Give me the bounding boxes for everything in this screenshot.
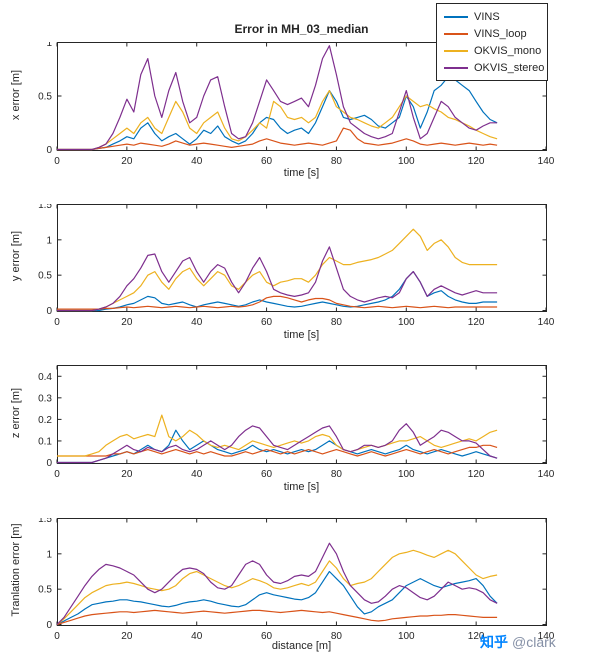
x-axis-label-time-3: time [s] <box>283 481 320 493</box>
svg-text:0: 0 <box>54 156 60 167</box>
legend-label: VINS_loop <box>474 27 527 40</box>
svg-text:140: 140 <box>538 631 555 642</box>
legend-line-sample-VINS <box>444 15 468 18</box>
plot-z-error: 0 20 40 60 80 100 120 140 0 0.1 0.2 0.3 0.4 <box>38 365 555 480</box>
svg-text:0: 0 <box>54 469 60 480</box>
svg-text:100: 100 <box>398 631 415 642</box>
legend-label: OKVIS_mono <box>474 44 542 57</box>
svg-text:40: 40 <box>191 631 203 642</box>
svg-text:0: 0 <box>46 620 52 631</box>
svg-text:60: 60 <box>261 631 273 642</box>
svg-text:60: 60 <box>261 469 273 480</box>
legend-item-VINS_loop: VINS_loop <box>444 25 547 42</box>
svg-text:40: 40 <box>191 317 203 328</box>
legend-item-OKVIS_stereo: OKVIS_stereo <box>444 59 547 76</box>
svg-text:120: 120 <box>468 469 485 480</box>
svg-text:80: 80 <box>331 631 343 642</box>
svg-text:0.1: 0.1 <box>38 436 52 447</box>
legend-label: OKVIS_stereo <box>474 61 545 74</box>
plot-y-error: 0 20 40 60 80 100 120 140 0 0.5 1 1.5 <box>38 204 555 328</box>
x-axis-label-distance: distance [m] <box>271 640 332 652</box>
svg-text:40: 40 <box>191 469 203 480</box>
svg-text:0: 0 <box>46 306 52 317</box>
legend-item-OKVIS_mono: OKVIS_mono <box>444 42 547 59</box>
svg-text:0.5: 0.5 <box>38 585 52 596</box>
svg-text:1: 1 <box>46 42 52 49</box>
svg-text:80: 80 <box>331 156 343 167</box>
zhihu-logo: 知乎 <box>480 634 508 650</box>
svg-text:0.2: 0.2 <box>38 415 52 426</box>
svg-text:0: 0 <box>46 145 52 156</box>
svg-text:60: 60 <box>261 156 273 167</box>
svg-text:20: 20 <box>121 469 133 480</box>
svg-text:100: 100 <box>398 469 415 480</box>
x-axis-label-time-2: time [s] <box>283 329 320 341</box>
chart-title: Error in MH_03_median <box>234 22 369 36</box>
svg-text:120: 120 <box>468 317 485 328</box>
svg-text:80: 80 <box>331 469 343 480</box>
svg-text:140: 140 <box>538 156 555 167</box>
legend: VINS VINS_loop OKVIS_mono OKVIS_stereo <box>436 3 548 81</box>
svg-text:20: 20 <box>121 156 133 167</box>
legend-label: VINS <box>474 10 500 23</box>
plot-translation-error: 0 20 40 60 80 100 120 140 0 0.5 1 1.5 <box>38 518 555 642</box>
watermark-username: @clark <box>512 634 556 650</box>
svg-text:1: 1 <box>46 549 52 560</box>
svg-text:120: 120 <box>468 156 485 167</box>
svg-text:0.5: 0.5 <box>38 92 52 103</box>
x-axis-label-time-1: time [s] <box>283 167 320 179</box>
svg-text:1.5: 1.5 <box>38 518 52 525</box>
svg-text:0.4: 0.4 <box>38 372 52 383</box>
plot-x-error: 0 20 40 60 80 100 120 140 0 0.5 1 <box>38 42 555 167</box>
svg-text:0.3: 0.3 <box>38 393 52 404</box>
svg-text:120: 120 <box>468 631 485 642</box>
svg-text:0: 0 <box>46 458 52 469</box>
svg-text:1: 1 <box>46 235 52 246</box>
legend-line-sample-OKVIS_stereo <box>444 66 468 69</box>
svg-text:20: 20 <box>121 317 133 328</box>
svg-text:0: 0 <box>54 631 60 642</box>
svg-text:60: 60 <box>261 317 273 328</box>
svg-text:80: 80 <box>331 317 343 328</box>
svg-text:0: 0 <box>54 317 60 328</box>
svg-text:140: 140 <box>538 317 555 328</box>
svg-text:1.5: 1.5 <box>38 204 52 211</box>
svg-text:100: 100 <box>398 317 415 328</box>
legend-line-sample-OKVIS_mono <box>444 49 468 52</box>
svg-text:20: 20 <box>121 631 133 642</box>
svg-text:140: 140 <box>538 469 555 480</box>
svg-text:100: 100 <box>398 156 415 167</box>
svg-text:0.5: 0.5 <box>38 271 52 282</box>
legend-line-sample-VINS_loop <box>444 32 468 35</box>
watermark: 知乎 @clark <box>480 632 556 652</box>
svg-text:40: 40 <box>191 156 203 167</box>
legend-item-VINS: VINS <box>444 8 547 25</box>
